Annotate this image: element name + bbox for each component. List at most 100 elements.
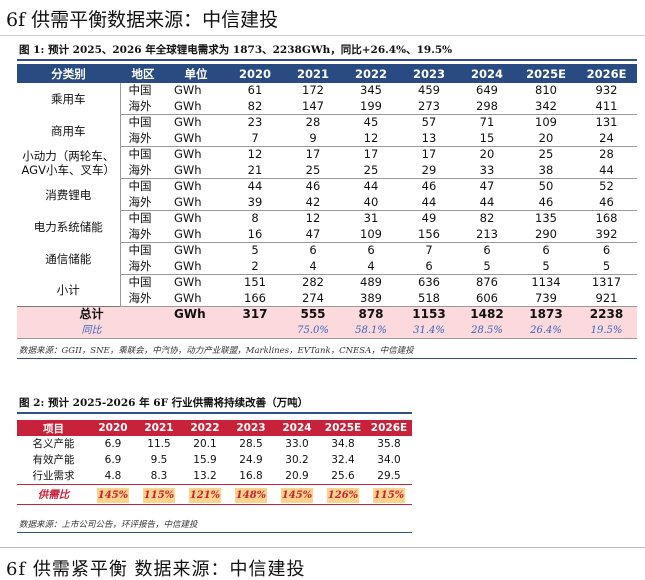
- value-cell: 342: [516, 98, 576, 115]
- ratio-cell-wrapper: 148%: [228, 484, 274, 505]
- table-row: 海外 GWh 166 274 389 518 606 739 921: [17, 290, 637, 307]
- value-cell: 25.6: [331, 470, 355, 482]
- value-cell: 199: [342, 98, 400, 115]
- ratio-row: 供需比 145% 115% 121% 148% 145% 126% 115%: [17, 484, 412, 505]
- ratio-cell-wrapper: 145%: [90, 484, 136, 505]
- value-cell: 6: [483, 243, 491, 257]
- total-value-cell: 1873: [516, 306, 576, 323]
- table1-body: 乘用车 中国 GWh 61 172 345 459 649 810 932 海外 GWh 82 147 19…: [17, 83, 637, 339]
- table-row: 消费锂电 中国 GWh 44 46 44 46 47 50 52: [17, 178, 637, 211]
- unit-cell: GWh: [174, 179, 202, 193]
- total-value-cell: 878: [342, 306, 400, 323]
- value-cell: 411: [576, 98, 637, 115]
- total-unit: GWh: [166, 306, 226, 323]
- value-cell: 12: [305, 211, 321, 225]
- value-cell: 34.0: [377, 454, 401, 466]
- row-label: 名义产能: [32, 438, 75, 450]
- table-row: 海外 GWh 39 42 40 44 44 46 46: [17, 194, 637, 211]
- table1-header-cell: 地区: [120, 64, 166, 83]
- table-row: 海外 GWh 21 25 25 29 33 38 44: [17, 162, 637, 179]
- value-cell: 109: [342, 226, 400, 243]
- table1-header-cell: 单位: [166, 64, 226, 83]
- table2-header-cell: 2023: [228, 420, 274, 436]
- ratio-value: 115%: [373, 487, 405, 503]
- value-cell: 25: [538, 147, 554, 161]
- value-cell: 649: [476, 83, 498, 97]
- category-cell: 小动力（两轮车、AGV小车、叉车）: [17, 146, 121, 179]
- 6f-supply-demand-table: 项目 2020 2021 2022 2023 2024 2025E 2026E …: [17, 420, 412, 505]
- region-cell: 海外: [120, 130, 166, 147]
- region-cell: 海外: [120, 98, 166, 115]
- value-cell: 2: [226, 258, 284, 275]
- value-cell: 4: [342, 258, 400, 275]
- table-row: 乘用车 中国 GWh 61 172 345 459 649 810 932: [17, 83, 637, 115]
- unit-cell: GWh: [174, 211, 202, 225]
- value-cell: 49: [421, 211, 437, 225]
- table2-header-cell: 项目: [17, 420, 90, 436]
- yoy-value-cell: 58.1%: [342, 322, 400, 339]
- value-cell: 38: [516, 162, 576, 179]
- category-cell: 乘用车: [17, 83, 121, 115]
- figure1-title-rule: [17, 59, 637, 61]
- figure2-title: 图 2: 预计 2025-2026 年 6F 行业供需将持续改善（万吨）: [19, 397, 309, 409]
- value-cell: 147: [284, 98, 342, 115]
- value-cell: 47: [284, 226, 342, 243]
- region-cell: 中国: [128, 147, 152, 161]
- table2-header-cell: 2020: [90, 420, 136, 436]
- value-cell: 345: [360, 83, 382, 97]
- unit-cell: GWh: [166, 98, 226, 115]
- value-cell: 28: [599, 147, 614, 161]
- ratio-value: 145%: [97, 487, 129, 503]
- region-cell: 中国: [128, 115, 152, 129]
- region-cell: 海外: [120, 290, 166, 307]
- table2-body: 名义产能 6.9 11.5 20.1 28.5 33.0 34.8 35.8 有效产能 6.9 9.…: [17, 436, 412, 505]
- value-cell: 44: [458, 194, 516, 211]
- yoy-value-cell: 75.0%: [284, 322, 342, 339]
- yoy-row: 同比 75.0% 58.1% 31.4% 28.5% 26.4% 19.5%: [17, 322, 637, 339]
- table1-header-cell: 分类别: [17, 64, 120, 83]
- value-cell: 20: [479, 147, 495, 161]
- value-cell: 13.2: [193, 470, 217, 482]
- unit-cell: GWh: [166, 290, 226, 307]
- table1-header-cell: 2023: [400, 64, 458, 83]
- value-cell: 606: [458, 290, 516, 307]
- value-cell: 5: [251, 243, 259, 257]
- yoy-label: 同比: [17, 322, 166, 339]
- value-cell: 9: [284, 130, 342, 147]
- table1-header-cell: 2026E: [576, 64, 637, 83]
- category-cell: 小计: [17, 274, 121, 307]
- value-cell: 109: [535, 115, 557, 129]
- value-cell: 389: [342, 290, 400, 307]
- value-cell: 47: [479, 179, 495, 193]
- value-cell: 46: [516, 194, 576, 211]
- ratio-label: 供需比: [17, 484, 90, 505]
- value-cell: 61: [247, 83, 263, 97]
- figure2-source: 数据来源：上市公司公告，环评报告，中信建投: [19, 520, 198, 530]
- yoy-value-cell: 28.5%: [458, 322, 516, 339]
- unit-cell: GWh: [166, 226, 226, 243]
- region-cell: 中国: [128, 83, 152, 97]
- unit-cell: GWh: [174, 115, 202, 129]
- value-cell: 290: [516, 226, 576, 243]
- page-header: 6f 供需平衡数据来源：中信建投: [0, 0, 645, 36]
- value-cell: 21: [226, 162, 284, 179]
- value-cell: 810: [535, 83, 557, 97]
- value-cell: 57: [421, 115, 437, 129]
- value-cell: 11.5: [147, 438, 171, 450]
- ratio-value: 145%: [281, 487, 313, 503]
- value-cell: 166: [226, 290, 284, 307]
- table-row: 电力系统储能 中国 GWh 8 12 31 49 82 135 168: [17, 210, 637, 243]
- region-cell: 海外: [120, 194, 166, 211]
- unit-cell: GWh: [174, 83, 202, 97]
- yoy-value-cell: 19.5%: [576, 322, 637, 339]
- ratio-value: 115%: [143, 487, 175, 503]
- region-cell: 海外: [120, 258, 166, 275]
- total-value-cell: 2238: [576, 306, 637, 323]
- category-cell: 消费锂电: [17, 178, 121, 211]
- unit-cell: GWh: [166, 162, 226, 179]
- value-cell: 20.9: [285, 470, 309, 482]
- ratio-value: 148%: [235, 487, 267, 503]
- value-cell: 213: [458, 226, 516, 243]
- value-cell: 6: [367, 243, 375, 257]
- value-cell: 17: [305, 147, 321, 161]
